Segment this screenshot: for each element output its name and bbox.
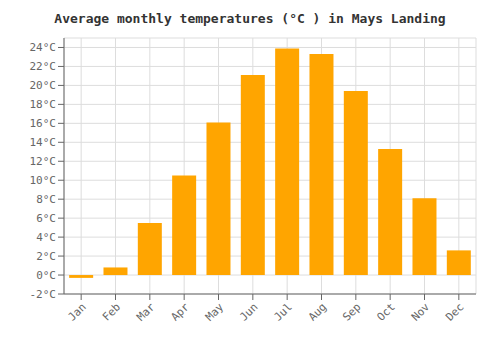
svg-text:Feb: Feb bbox=[100, 300, 123, 323]
svg-text:0°C: 0°C bbox=[36, 269, 56, 282]
svg-text:14°C: 14°C bbox=[30, 136, 57, 149]
svg-text:Nov: Nov bbox=[409, 300, 433, 324]
svg-text:18°C: 18°C bbox=[30, 98, 57, 111]
svg-text:8°C: 8°C bbox=[36, 193, 56, 206]
svg-text:10°C: 10°C bbox=[30, 174, 57, 187]
svg-text:20°C: 20°C bbox=[30, 79, 57, 92]
svg-text:2°C: 2°C bbox=[36, 250, 56, 263]
svg-text:Jul: Jul bbox=[272, 300, 295, 323]
svg-text:Jun: Jun bbox=[237, 300, 260, 323]
svg-text:4°C: 4°C bbox=[36, 231, 56, 244]
svg-text:24°C: 24°C bbox=[30, 41, 57, 54]
svg-text:16°C: 16°C bbox=[30, 117, 57, 130]
svg-text:May: May bbox=[203, 300, 227, 324]
svg-text:12°C: 12°C bbox=[30, 155, 57, 168]
svg-text:Mar: Mar bbox=[134, 300, 158, 324]
svg-text:Jan: Jan bbox=[66, 300, 89, 323]
svg-text:Apr: Apr bbox=[169, 300, 193, 324]
svg-text:Oct: Oct bbox=[375, 300, 398, 323]
svg-text:Aug: Aug bbox=[306, 300, 329, 323]
svg-text:6°C: 6°C bbox=[36, 212, 56, 225]
svg-text:-2°C: -2°C bbox=[30, 288, 57, 301]
svg-text:Sep: Sep bbox=[340, 300, 363, 323]
svg-text:Dec: Dec bbox=[443, 300, 466, 323]
html-text:Average monthly temperatures (: Average monthly temperatures (°C ) in Ma… bbox=[54, 11, 446, 26]
svg-text:22°C: 22°C bbox=[30, 60, 57, 73]
